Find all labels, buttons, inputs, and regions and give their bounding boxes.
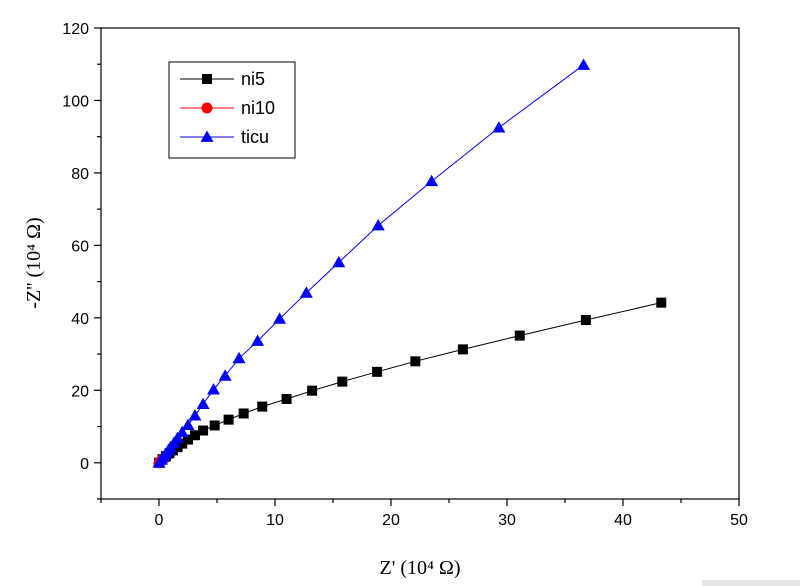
plot-frame — [100, 27, 740, 500]
data-point — [371, 218, 385, 231]
series-layer — [152, 58, 667, 469]
data-point — [181, 418, 195, 430]
data-point — [196, 397, 210, 409]
data-point — [198, 425, 209, 436]
series-line — [158, 302, 662, 464]
data-point — [223, 414, 234, 425]
x-tick-label: 50 — [730, 512, 748, 529]
series-ticu — [152, 58, 591, 468]
data-point — [207, 383, 221, 395]
data-point — [257, 401, 268, 412]
y-tick-label: 60 — [71, 238, 89, 255]
data-point — [457, 344, 468, 355]
data-point — [188, 409, 202, 421]
data-point — [183, 434, 193, 445]
data-point — [332, 255, 346, 268]
legend-item-ni5: ni5 — [180, 69, 265, 89]
series-ni5 — [154, 297, 667, 468]
y-tick-label: 20 — [71, 383, 89, 400]
data-point — [337, 376, 348, 387]
data-point — [175, 425, 189, 438]
data-point — [238, 408, 249, 419]
y-tick-label: 120 — [62, 21, 89, 38]
data-point — [514, 330, 525, 341]
x-tick-label: 20 — [382, 512, 400, 529]
data-point — [281, 394, 292, 405]
legend: ni5 ni10 ticu — [168, 61, 296, 159]
data-point — [218, 369, 232, 381]
data-point — [209, 420, 220, 431]
legend-marker — [200, 130, 214, 142]
data-point — [299, 286, 313, 298]
axis-ticks — [94, 27, 740, 506]
data-point — [577, 58, 591, 70]
y-tick-label: 40 — [71, 311, 89, 328]
x-axis-label: Z' (10⁴ Ω) — [380, 557, 461, 579]
x-tick-label: 30 — [498, 512, 516, 529]
x-tick-label: 10 — [266, 512, 284, 529]
data-point — [251, 334, 265, 346]
legend-marker — [202, 74, 212, 84]
data-point — [189, 430, 200, 441]
legend-marker — [201, 102, 213, 114]
y-tick-label: 80 — [71, 166, 89, 183]
data-point — [425, 174, 439, 187]
data-point — [410, 356, 421, 367]
data-point — [232, 351, 246, 364]
data-point — [492, 121, 506, 133]
axis-tick-labels: 0 10 20 30 40 50 0 20 40 60 80 100 120 — [62, 21, 748, 529]
data-point — [656, 297, 667, 308]
scrollbar-strip — [702, 580, 800, 586]
legend-label: ni5 — [241, 69, 265, 89]
x-tick-label: 0 — [155, 512, 164, 529]
legend-item-ticu: ticu — [180, 127, 269, 147]
legend-box — [168, 61, 296, 159]
data-point — [307, 385, 318, 396]
legend-item-ni10: ni10 — [180, 98, 275, 118]
y-tick-label: 0 — [80, 456, 89, 473]
data-point — [372, 366, 383, 377]
y-axis-label: -Z'' (10⁴ Ω) — [23, 217, 45, 308]
legend-label: ni10 — [241, 98, 275, 118]
legend-label: ticu — [241, 127, 269, 147]
data-point — [580, 315, 591, 326]
data-point — [273, 312, 287, 324]
data-point — [177, 438, 188, 449]
y-tick-label: 100 — [62, 93, 89, 110]
x-tick-label: 40 — [614, 512, 632, 529]
data-point — [171, 431, 185, 444]
